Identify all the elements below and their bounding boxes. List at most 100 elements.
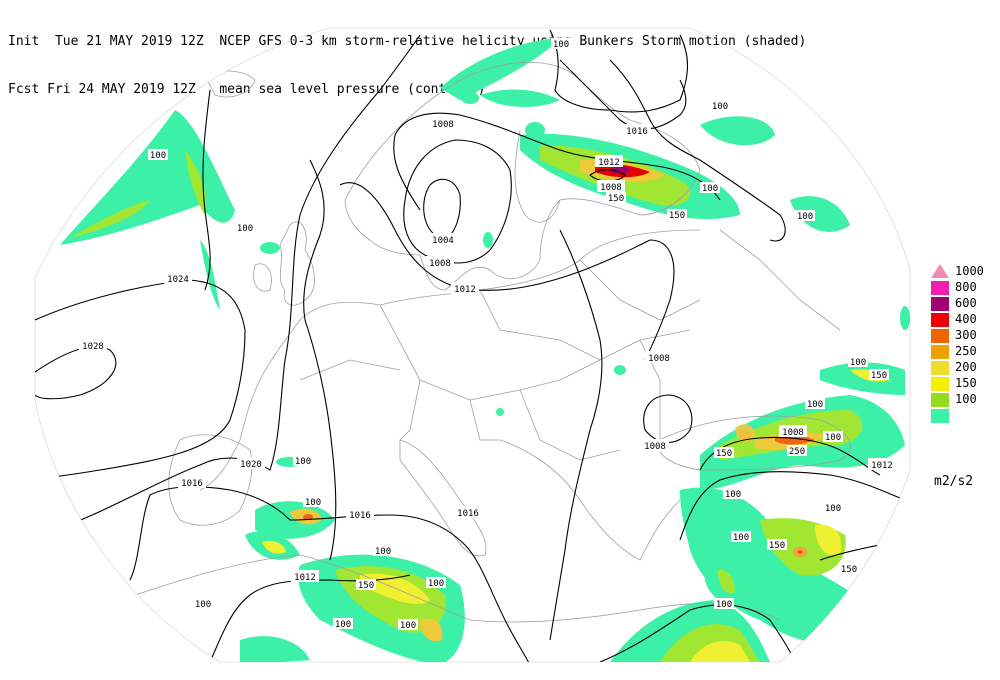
legend-swatch [931, 345, 949, 359]
shade-label: 150 [871, 371, 887, 381]
contour-1008-ukraine [643, 394, 693, 443]
shade-label: 100 [716, 600, 732, 610]
legend-arrow-icon [931, 264, 949, 278]
legend-swatch [931, 409, 949, 423]
shade-label: 100 [195, 600, 211, 610]
contour-1016-west [129, 486, 531, 662]
contour-label: 1008 [782, 428, 804, 438]
shade-blob-d [614, 365, 626, 375]
legend-units: m2/s2 [934, 474, 974, 489]
contour-1016-center [303, 159, 337, 561]
shade-label: 100 [150, 151, 166, 161]
shade-tunisia-400 [303, 514, 313, 520]
shade-label: 100 [702, 184, 718, 194]
shade-crimea-250 [735, 424, 756, 442]
shade-label: 100 [553, 40, 569, 50]
legend-label: 200 [955, 360, 977, 374]
contour-1008-scand [403, 139, 512, 264]
shade-anatolia-200 [815, 524, 842, 556]
shade-label: 100 [712, 102, 728, 112]
map-domain-outline [34, 27, 911, 663]
coastlines [119, 61, 851, 623]
legend-row [928, 406, 998, 423]
contour-1012-north [393, 112, 721, 211]
contour-label: 1012 [294, 573, 316, 583]
contour-label: 1008 [648, 354, 670, 364]
legend-label: 1000 [955, 264, 984, 278]
shade-karelia-800 [610, 166, 630, 174]
contour-label: 1008 [429, 259, 451, 269]
shade-anatolia-600 [797, 550, 803, 554]
shade-label: 100 [305, 498, 321, 508]
legend-row: 800 [928, 278, 998, 295]
shade-label: 150 [608, 194, 624, 204]
shading-labels: 100 100 100 100 100 150 150 100 100 150 … [148, 38, 889, 631]
contour-1012-nw [202, 89, 211, 291]
shade-label: 100 [850, 358, 866, 368]
shade-label: 100 [807, 400, 823, 410]
contour-1012-turkey [679, 471, 906, 541]
shade-libya-250 [420, 618, 443, 642]
shade-atlantic-150 [70, 200, 150, 238]
legend-row: 150 [928, 374, 998, 391]
shade-label: 150 [716, 449, 732, 459]
shade-blob-c [496, 408, 504, 416]
contour-label: 1016 [181, 479, 203, 489]
shade-label: 100 [375, 547, 391, 557]
contour-label: 1008 [600, 183, 622, 193]
contour-label: 1016 [349, 511, 371, 521]
shade-label: 150 [769, 541, 785, 551]
color-legend: 1000 800 600 400 300 250 200 150 100 [928, 262, 998, 423]
contour-1008-center [549, 229, 603, 641]
legend-swatch [931, 393, 949, 407]
contour-1028 [35, 346, 117, 400]
shade-russia-east-100 [790, 196, 850, 232]
shade-atlantic-100 [60, 110, 235, 245]
legend-label: 400 [955, 312, 977, 326]
contour-1012-baltic [339, 182, 675, 361]
contour-label: 1008 [644, 442, 666, 452]
shade-label: 100 [428, 579, 444, 589]
contour-label: 1016 [626, 127, 648, 137]
contour-1012-east [549, 29, 688, 113]
shade-greece-150 [718, 569, 735, 594]
shade-blob-f [461, 92, 479, 104]
shade-blob-b [260, 242, 280, 254]
contour-label: 1024 [167, 275, 189, 285]
contour-1024 [35, 279, 246, 481]
legend-row: 300 [928, 326, 998, 343]
legend-swatch [931, 377, 949, 391]
shade-label: 100 [295, 457, 311, 467]
contour-1004 [423, 178, 461, 239]
shade-levant-200 [690, 641, 750, 662]
header-init-line: Init Tue 21 MAY 2019 12Z NCEP GFS 0-3 km… [8, 34, 807, 49]
contour-labels: 1008 1004 1008 1012 1016 1012 1008 1024 … [79, 117, 896, 583]
map-header: Init Tue 21 MAY 2019 12Z NCEP GFS 0-3 km… [8, 2, 806, 114]
shade-label: 150 [669, 211, 685, 221]
shade-label: 100 [797, 212, 813, 222]
legend-swatch [931, 313, 949, 327]
shade-morocco-150 [70, 600, 120, 614]
legend-label: 300 [955, 328, 977, 342]
shade-morocco-100 [40, 588, 150, 620]
shade-blob-g [483, 232, 493, 248]
legend-swatch [931, 329, 949, 343]
contour-1016-russia [609, 59, 786, 242]
contour-label: 1012 [454, 285, 476, 295]
contour-1016-arctic [559, 59, 687, 130]
legend-label: 100 [955, 392, 977, 406]
legend-row: 100 [928, 390, 998, 407]
legend-label: 600 [955, 296, 977, 310]
contour-label: 1028 [82, 342, 104, 352]
legend-swatch [931, 281, 949, 295]
shade-label: 100 [733, 533, 749, 543]
contour-label: 1020 [240, 460, 262, 470]
shade-label: 150 [841, 565, 857, 575]
legend-row: 200 [928, 358, 998, 375]
shade-label: 250 [789, 447, 805, 457]
legend-swatch [931, 361, 949, 375]
legend-row: 600 [928, 294, 998, 311]
shade-label: 100 [335, 620, 351, 630]
contour-label: 1008 [432, 120, 454, 130]
